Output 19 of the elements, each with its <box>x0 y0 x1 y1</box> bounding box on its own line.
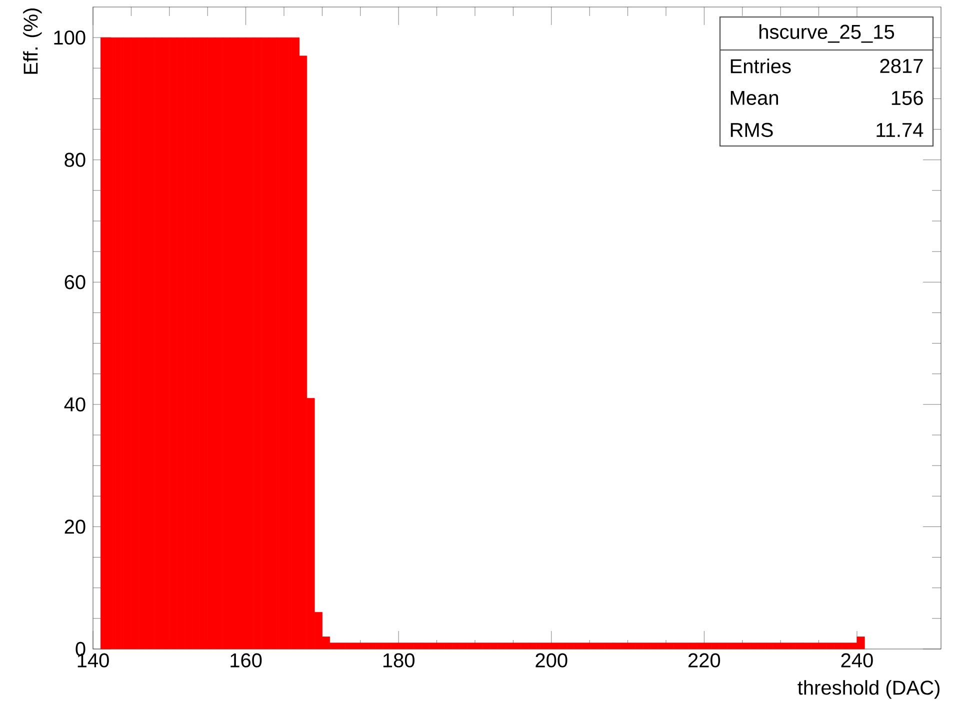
y-tick-label: 100 <box>54 30 86 45</box>
annotation: 11.74 <box>876 123 924 137</box>
x-axis-title: threshold (DAC) <box>798 680 940 699</box>
y-tick-label: 60 <box>64 275 86 290</box>
annotation: 156 <box>892 90 923 106</box>
annotation: hscurve_25_15 <box>760 24 894 43</box>
x-tick-label: 200 <box>536 653 568 668</box>
x-tick-label: 180 <box>383 653 414 668</box>
annotation: Mean <box>730 91 778 105</box>
y-tick-label: 40 <box>64 397 86 412</box>
annotation: Entries <box>730 58 791 74</box>
y-axis-title: Eff. (%) <box>23 8 42 74</box>
x-tick-label: 240 <box>841 653 873 668</box>
x-tick-label: 160 <box>230 653 262 668</box>
annotation: RMS <box>730 122 773 138</box>
x-tick-label: 220 <box>688 653 720 668</box>
y-tick-label: 80 <box>64 152 86 167</box>
annotation: 2817 <box>880 58 923 74</box>
y-tick-label: 20 <box>64 520 86 534</box>
